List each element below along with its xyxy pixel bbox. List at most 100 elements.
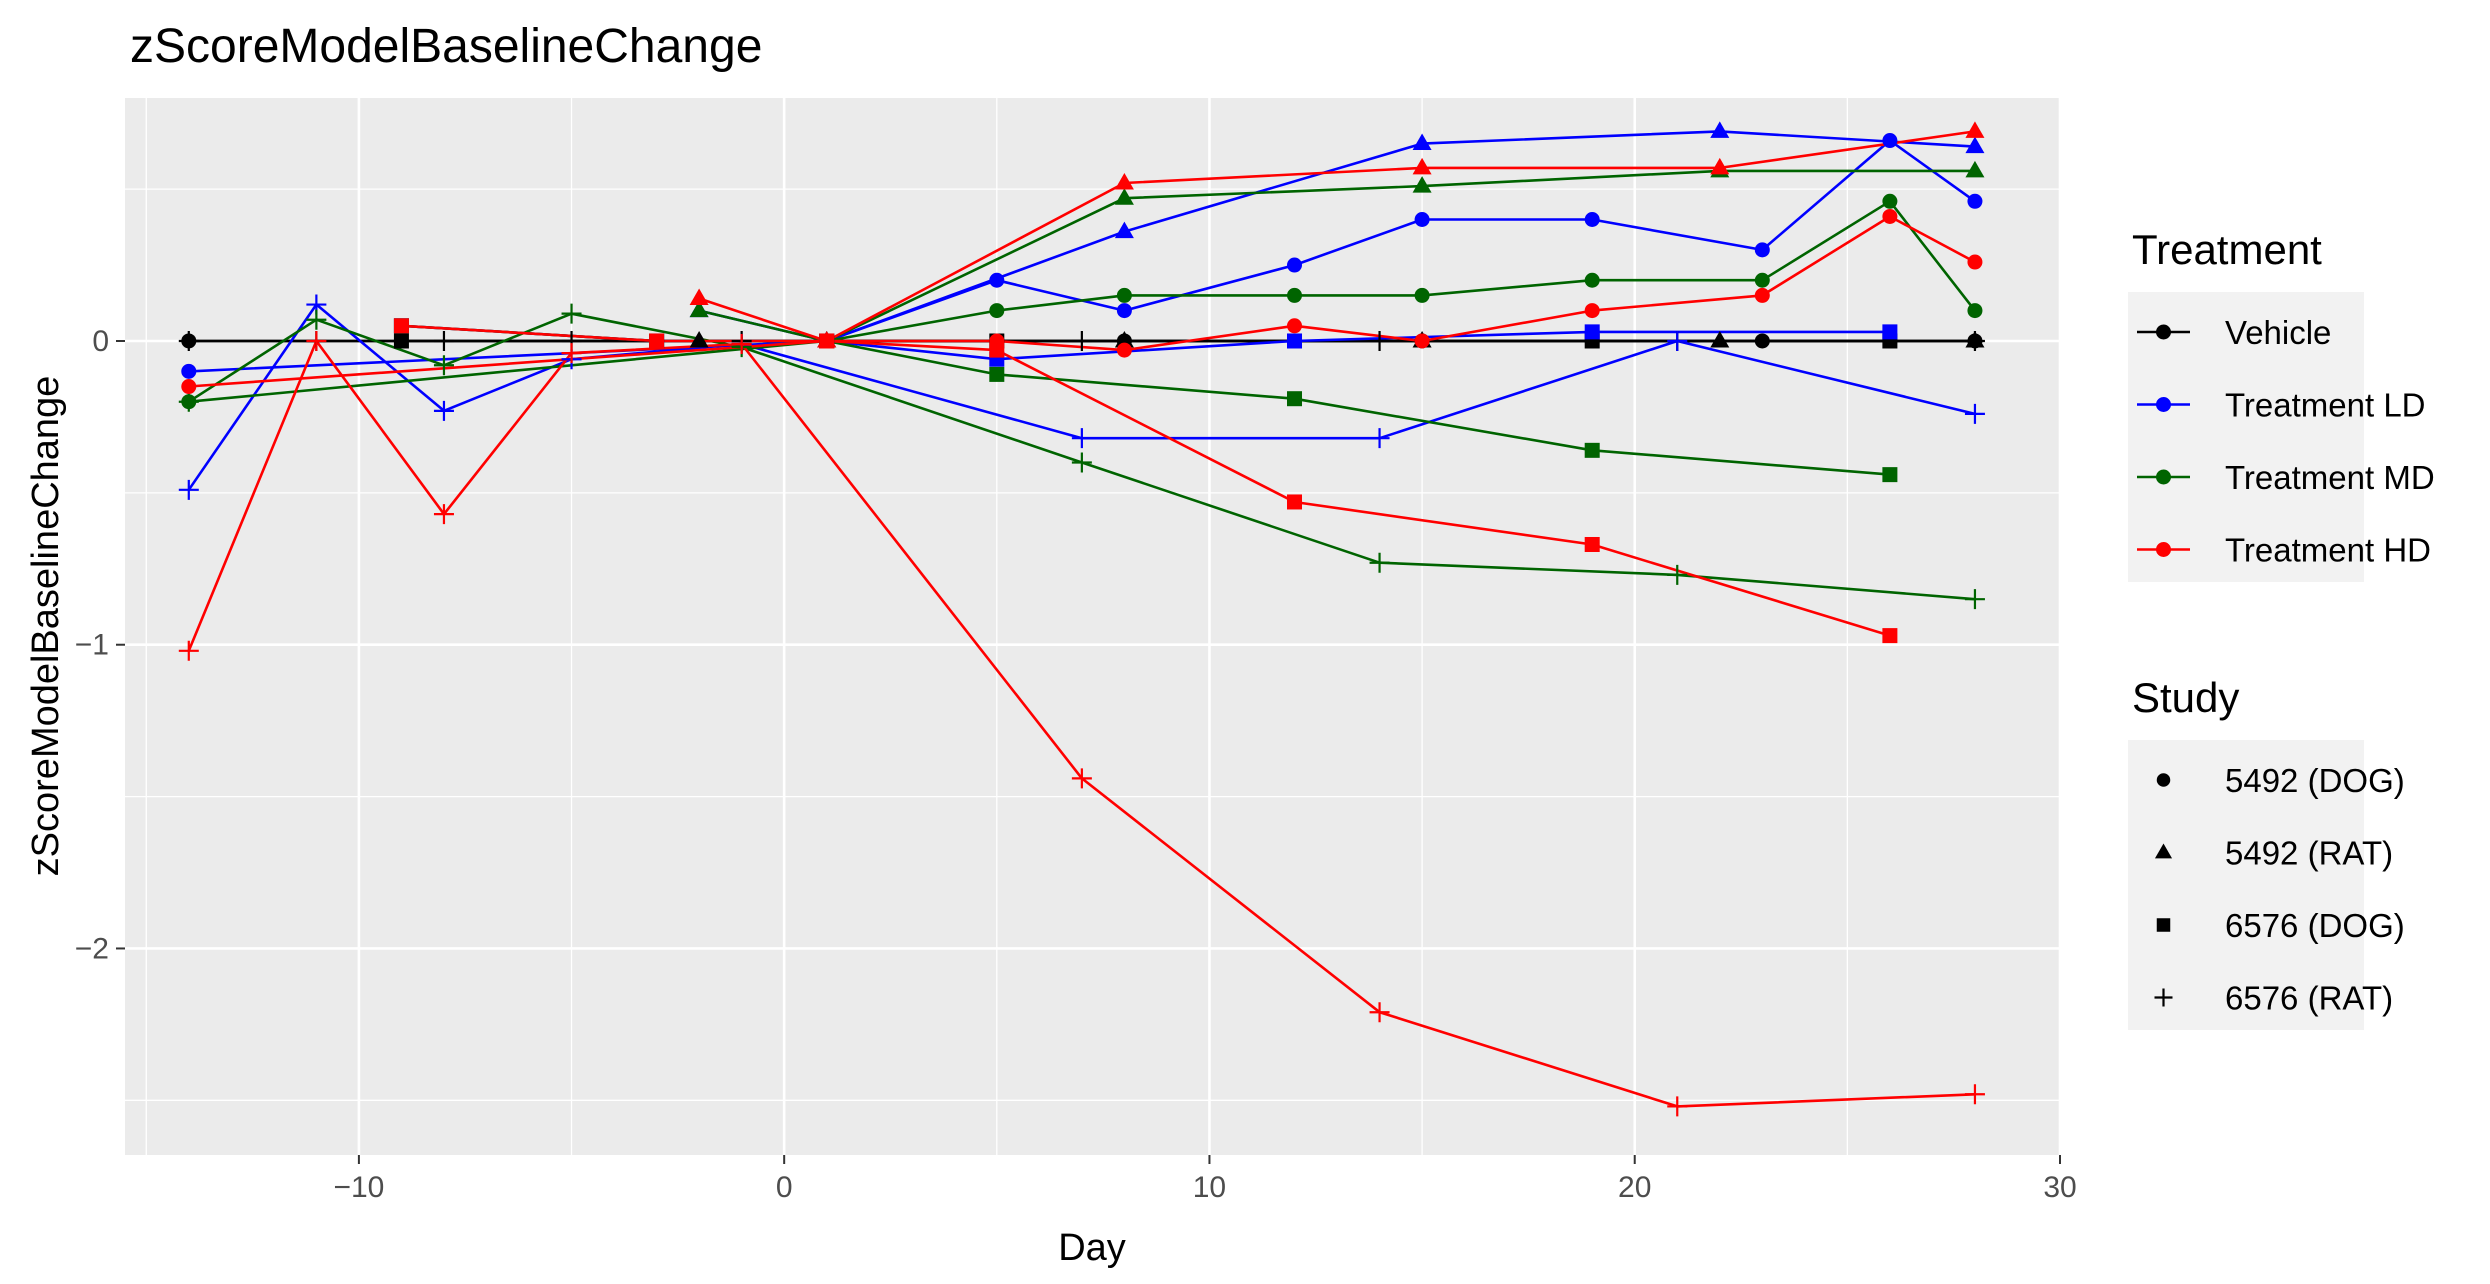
x-axis: −10 0 10 20 30 bbox=[333, 1155, 2077, 1204]
data-point-treatment-ld-6576-dog bbox=[1882, 324, 1898, 340]
data-point-treatment-md-6576-rat bbox=[306, 309, 327, 330]
data-point-treatment-hd-6576-rat bbox=[433, 504, 454, 525]
x-tick-label: 30 bbox=[2043, 1171, 2076, 1204]
legend-treatment-title: Treatment bbox=[2132, 226, 2322, 273]
legend-study-title: Study bbox=[2132, 674, 2239, 721]
data-point-treatment-md-5492-dog bbox=[1414, 287, 1430, 303]
data-point-vehicle-6576-rat bbox=[1964, 330, 1985, 351]
data-point-treatment-md-5492-dog bbox=[1967, 303, 1983, 319]
data-point-treatment-hd-6576-rat bbox=[1369, 1002, 1390, 1023]
legend-key-6576-dog bbox=[2156, 918, 2171, 932]
legend-key-6576-rat bbox=[2154, 988, 2173, 1007]
data-point-treatment-hd-5492-dog bbox=[1287, 318, 1303, 334]
data-point-treatment-hd-5492-dog bbox=[1754, 287, 1770, 303]
data-point-vehicle-5492-rat bbox=[1710, 330, 1730, 348]
data-point-treatment-md-6576-rat bbox=[1667, 564, 1688, 585]
data-point-treatment-hd-5492-dog bbox=[1116, 342, 1132, 358]
x-tick-label: 10 bbox=[1193, 1171, 1226, 1204]
data-point-treatment-md-5492-dog bbox=[1584, 272, 1600, 288]
legend-label-treatment-hd: Treatment HD bbox=[2225, 532, 2431, 569]
legend-key-5492-rat bbox=[2154, 843, 2173, 859]
data-point-treatment-hd-5492-rat bbox=[1412, 157, 1432, 175]
data-point-treatment-md-5492-rat bbox=[1965, 160, 1985, 178]
data-point-treatment-hd-5492-rat bbox=[1710, 157, 1730, 175]
grid-lines bbox=[125, 98, 2062, 1155]
data-point-treatment-md-6576-dog bbox=[989, 366, 1005, 382]
data-point-treatment-ld-5492-dog bbox=[1414, 211, 1430, 227]
data-point-treatment-hd-6576-dog bbox=[1584, 536, 1600, 552]
data-point-treatment-md-5492-dog bbox=[1882, 193, 1898, 209]
series-line-treatment-hd-5492-dog bbox=[188, 215, 1976, 388]
data-point-treatment-hd-5492-dog bbox=[1882, 208, 1898, 224]
legend-label-6576-rat: 6576 (RAT) bbox=[2225, 980, 2393, 1017]
data-point-treatment-hd-6576-rat bbox=[731, 334, 752, 355]
data-point-treatment-md-6576-rat bbox=[1369, 552, 1390, 573]
data-point-vehicle-5492-rat bbox=[689, 330, 709, 348]
legend-study: Study 5492 (DOG) 5492 (RAT) 6576 (DOG) 6576 … bbox=[2128, 674, 2405, 1030]
data-point-treatment-hd-5492-dog bbox=[181, 379, 197, 395]
legend-label-5492-rat: 5492 (RAT) bbox=[2225, 835, 2393, 872]
data-point-vehicle-6576-rat bbox=[1369, 330, 1390, 351]
data-point-treatment-hd-6576-rat bbox=[306, 330, 327, 351]
data-point-treatment-md-6576-rat bbox=[1071, 452, 1092, 473]
data-point-treatment-hd-6576-rat bbox=[561, 343, 582, 364]
data-point-treatment-hd-5492-rat bbox=[1114, 173, 1134, 190]
data-point-treatment-ld-5492-dog bbox=[1882, 133, 1898, 149]
data-point-treatment-md-5492-rat bbox=[1412, 176, 1432, 193]
data-point-treatment-ld-5492-rat bbox=[1965, 136, 1985, 154]
y-axis-title: zScoreModelBaselineChange bbox=[25, 376, 67, 877]
data-point-treatment-hd-6576-rat bbox=[178, 640, 199, 661]
data-point-treatment-md-6576-dog bbox=[1584, 442, 1600, 458]
data-point-treatment-hd-5492-rat bbox=[689, 288, 709, 305]
data-point-treatment-ld-6576-rat bbox=[1369, 428, 1390, 449]
data-point-vehicle-5492-rat bbox=[1114, 330, 1134, 348]
data-point-treatment-ld-5492-dog bbox=[1116, 303, 1132, 319]
x-axis-title: Day bbox=[1058, 1227, 1126, 1269]
data-point-treatment-hd-6576-rat bbox=[1667, 1096, 1688, 1117]
data-point-treatment-hd-6576-dog bbox=[1287, 494, 1303, 510]
data-point-treatment-hd-6576-dog bbox=[393, 318, 409, 334]
data-point-treatment-hd-5492-dog bbox=[1967, 254, 1983, 270]
data-point-vehicle-6576-rat bbox=[1071, 330, 1092, 351]
series-line-treatment-md-5492-rat bbox=[698, 169, 1975, 343]
plot-panel bbox=[125, 98, 2060, 1155]
data-point-treatment-hd-5492-dog bbox=[1584, 303, 1600, 319]
series-line-treatment-hd-5492-rat bbox=[698, 130, 1976, 343]
y-tick-label: 0 bbox=[92, 325, 109, 358]
data-point-treatment-md-5492-dog bbox=[1754, 272, 1770, 288]
legend-treatment-keys-bg bbox=[2128, 292, 2364, 582]
data-point-treatment-hd-6576-dog bbox=[819, 333, 835, 349]
x-tick-label: 0 bbox=[776, 1171, 793, 1204]
data-point-treatment-md-5492-rat bbox=[689, 300, 709, 318]
legend-label-6576-dog: 6576 (DOG) bbox=[2225, 907, 2405, 944]
data-point-treatment-ld-5492-dog bbox=[1967, 193, 1983, 209]
data-point-treatment-ld-6576-rat bbox=[178, 479, 199, 500]
data-point-treatment-ld-5492-dog bbox=[989, 272, 1005, 288]
data-point-treatment-hd-6576-dog bbox=[1882, 628, 1898, 644]
legend-label-5492-dog: 5492 (DOG) bbox=[2225, 762, 2405, 799]
legend-treatment: Treatment Vehicle Treatment LD Treatment MD… bbox=[2128, 226, 2435, 582]
data-point-treatment-md-5492-dog bbox=[1116, 287, 1132, 303]
data-point-treatment-hd-6576-rat bbox=[1964, 1084, 1985, 1105]
data-point-treatment-ld-5492-dog bbox=[1584, 211, 1600, 227]
data-point-vehicle-6576-dog bbox=[393, 333, 409, 349]
data-point-treatment-md-6576-dog bbox=[1287, 391, 1303, 407]
data-point-treatment-md-6576-rat bbox=[1964, 589, 1985, 610]
legend-key-point-treatment-ld bbox=[2156, 397, 2171, 412]
data-point-treatment-ld-6576-dog bbox=[1584, 324, 1600, 340]
data-point-treatment-ld-5492-dog bbox=[1287, 257, 1303, 273]
x-tick-label: 20 bbox=[1618, 1171, 1651, 1204]
data-point-treatment-ld-5492-rat bbox=[1412, 133, 1432, 151]
data-point-treatment-ld-5492-dog bbox=[181, 363, 197, 379]
legend-study-keys-bg bbox=[2128, 740, 2364, 1030]
data-point-treatment-md-6576-rat bbox=[433, 355, 454, 376]
y-tick-label: −1 bbox=[75, 629, 109, 662]
y-axis: 0 −1 −2 bbox=[75, 325, 125, 965]
legend-key-point-treatment-md bbox=[2156, 469, 2171, 485]
data-point-treatment-hd-5492-rat bbox=[1965, 121, 1985, 138]
y-tick-label: −2 bbox=[75, 932, 109, 965]
legend-label-treatment-md: Treatment MD bbox=[2225, 459, 2435, 496]
chart-title: zScoreModelBaselineChange bbox=[130, 20, 762, 73]
data-point-vehicle-5492-dog bbox=[1754, 333, 1770, 349]
